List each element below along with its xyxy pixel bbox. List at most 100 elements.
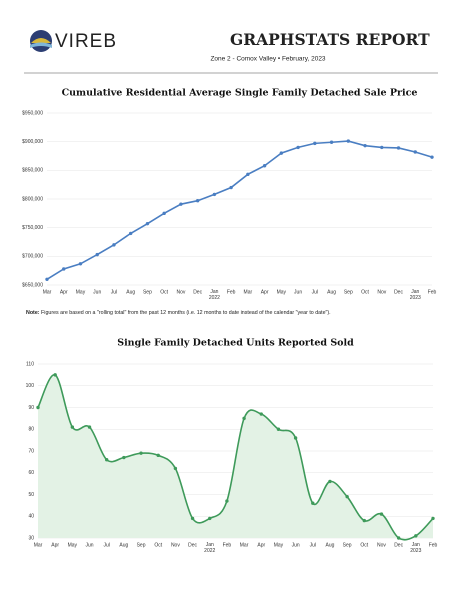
- x-tick-label: Jan 2023: [410, 542, 421, 554]
- y-tick-label: 50: [28, 492, 34, 498]
- point: [259, 412, 263, 416]
- point: [313, 141, 317, 146]
- point: [363, 143, 367, 148]
- point: [246, 172, 250, 177]
- x-tick-label: Aug: [126, 289, 135, 295]
- note-label: Note:: [26, 310, 40, 316]
- x-tick-label: Jun: [294, 289, 302, 295]
- x-tick-label: Oct: [154, 542, 162, 548]
- point: [345, 494, 349, 499]
- x-tick-label: Aug: [119, 542, 128, 548]
- x-tick-label: Feb: [223, 542, 232, 548]
- x-tick-label: Nov: [377, 542, 386, 548]
- x-tick-label: Feb: [227, 289, 236, 295]
- point: [36, 405, 40, 410]
- x-tick-label: Mar: [244, 289, 253, 295]
- x-tick-label: May: [277, 289, 287, 295]
- x-tick-label-line: Jan: [206, 542, 214, 548]
- point: [156, 453, 160, 458]
- point: [311, 501, 315, 505]
- report-subtitle: Zone 2 - Comox Valley • February, 2023: [210, 56, 325, 63]
- y-tick-label: $800,000: [22, 196, 43, 202]
- chart-title: Single Family Detached Units Reported So…: [117, 338, 354, 349]
- point: [276, 427, 281, 431]
- point: [45, 277, 49, 281]
- x-tick-label: Oct: [160, 289, 168, 295]
- y-tick-label: 60: [28, 470, 34, 476]
- x-tick-label-line: Jan: [411, 289, 419, 295]
- point: [328, 479, 332, 484]
- x-tick-label-line: 2023: [410, 548, 421, 554]
- y-tick-label: 30: [28, 535, 34, 541]
- x-tick-label: May: [274, 542, 284, 548]
- point: [62, 267, 66, 271]
- x-tick-label: Apr: [60, 289, 68, 295]
- point: [396, 146, 401, 150]
- point: [229, 185, 233, 190]
- x-tick-label: Dec: [394, 289, 403, 295]
- point: [95, 252, 99, 257]
- point: [70, 425, 75, 429]
- x-tick-label: May: [76, 289, 86, 295]
- x-tick-label-line: 2023: [410, 295, 421, 301]
- point: [145, 221, 150, 226]
- x-tick-label: Jul: [111, 289, 117, 295]
- point: [430, 155, 434, 159]
- point: [431, 516, 435, 521]
- x-tick-label: Sep: [344, 289, 353, 295]
- point: [279, 151, 284, 155]
- x-tick-label: Oct: [360, 542, 368, 548]
- x-tick-label: Jun: [85, 542, 93, 548]
- point: [195, 199, 200, 203]
- point: [225, 499, 229, 503]
- point: [104, 458, 109, 462]
- x-tick-label: Aug: [326, 542, 335, 548]
- x-tick-label: Apr: [51, 542, 59, 548]
- x-tick-label: Sep: [343, 542, 352, 548]
- y-tick-label: 90: [28, 405, 34, 411]
- x-tick-label-line: Jan: [210, 289, 218, 295]
- x-tick-label-line: Jan: [412, 542, 420, 548]
- x-tick-label: Jul: [103, 542, 109, 548]
- x-tick-label: Jan 2022: [204, 542, 215, 554]
- y-tick-label: 110: [26, 361, 34, 367]
- x-tick-label: Apr: [261, 289, 269, 295]
- area: [38, 374, 433, 540]
- y-tick-label: 80: [28, 427, 34, 433]
- x-tick-label: Oct: [361, 289, 369, 295]
- x-tick-label: Sep: [137, 542, 146, 548]
- y-tick-label: $700,000: [22, 254, 43, 260]
- point: [296, 145, 300, 150]
- x-tick-label: Sep: [143, 289, 152, 295]
- x-tick-label: Jan 2022: [209, 289, 220, 301]
- point: [162, 211, 166, 216]
- point: [242, 416, 246, 421]
- line: [46, 140, 433, 280]
- x-tick-label: Jun: [93, 289, 101, 295]
- note-text: Figures are based on a "rolling total" f…: [41, 310, 331, 316]
- point: [380, 145, 384, 150]
- point: [139, 451, 143, 455]
- x-tick-label: Mar: [240, 542, 249, 548]
- point: [329, 140, 334, 144]
- logo-text: VIREB: [55, 31, 117, 52]
- x-tick-label: May: [68, 542, 78, 548]
- point: [190, 516, 195, 521]
- x-tick-label: Dec: [193, 289, 202, 295]
- point: [413, 150, 417, 154]
- x-tick-label: Mar: [34, 542, 43, 548]
- point: [379, 512, 384, 516]
- point: [112, 243, 116, 247]
- point: [212, 192, 217, 197]
- point: [346, 139, 351, 143]
- x-tick-label: Mar: [43, 289, 52, 295]
- point: [362, 518, 367, 523]
- x-tick-label: Jan 2023: [410, 289, 421, 301]
- x-tick-label: Nov: [171, 542, 180, 548]
- point: [179, 202, 183, 206]
- report-title: GRAPHSTATS REPORT: [230, 30, 430, 49]
- x-tick-label: Nov: [176, 289, 185, 295]
- point: [396, 536, 401, 540]
